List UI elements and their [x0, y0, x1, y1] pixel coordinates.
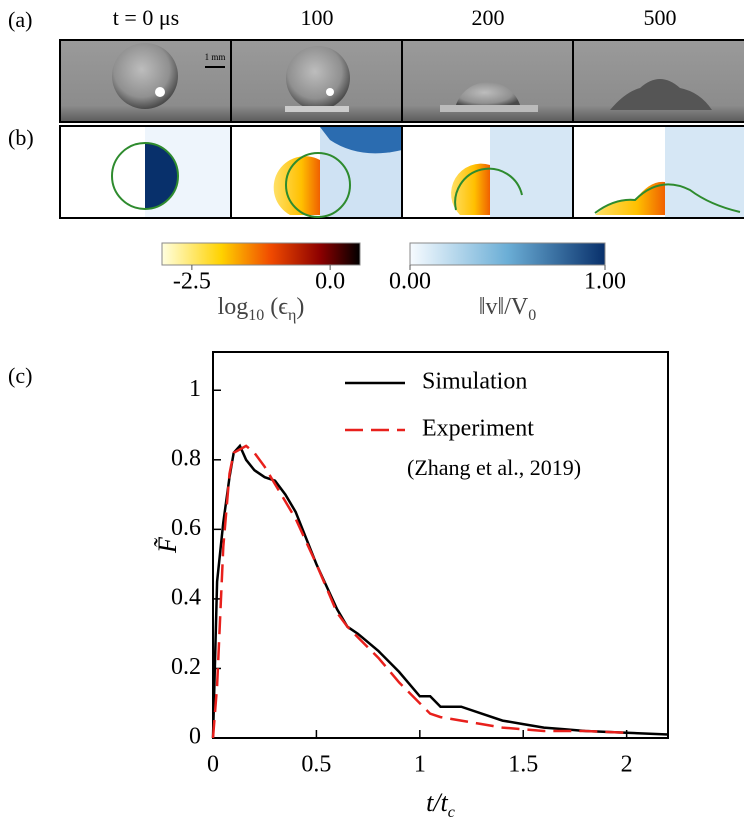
colorbar-tick-label: 1.00 [584, 269, 626, 295]
time-label: 500 [644, 5, 677, 30]
colorbar-label: ‖v‖/V0 [479, 294, 536, 325]
colorbar-label-part: (ϵ [264, 294, 288, 320]
y-axis-label: F̃ [153, 536, 182, 554]
colorbar [409, 242, 606, 266]
x-tick-label: 1.5 [508, 752, 538, 778]
legend-label: Simulation [422, 369, 527, 395]
colorbar-label-part: ‖v‖/V [479, 294, 529, 320]
y-tick-label: 0.2 [171, 654, 201, 680]
colorbar-tick-label: 0.0 [315, 269, 345, 295]
y-tick-label: 0 [189, 724, 201, 750]
colorbar [161, 242, 361, 266]
series-line [211, 444, 627, 739]
time-label: 200 [472, 5, 505, 30]
x-tick-label: 0 [207, 752, 219, 778]
legend-label: Experiment [422, 416, 534, 442]
x-tick-label: 1 [414, 752, 426, 778]
y-tick-label: 0.8 [171, 445, 201, 471]
x-axis-label-part: c [448, 804, 455, 821]
panel-label: (b) [8, 125, 34, 150]
x-axis-label-part: t/t [426, 788, 448, 817]
plot-frame [212, 351, 669, 739]
time-label: 100 [301, 5, 334, 30]
panel-label: (c) [8, 363, 32, 388]
simulation-strip [59, 125, 744, 219]
series-line [211, 443, 669, 739]
time-label: t = 0 μs [113, 5, 179, 30]
colorbar-tick-label: 0.00 [389, 269, 431, 295]
y-tick-label: 0.4 [171, 584, 201, 610]
x-tick-label: 0.5 [301, 752, 331, 778]
colorbar-label-part: 0 [528, 307, 536, 324]
y-tick-label: 1 [189, 376, 201, 402]
colorbar-label-part: η [288, 307, 296, 324]
panel-label: (a) [8, 7, 32, 32]
colorbar-tick-label: -2.5 [173, 269, 211, 295]
annotation: (Zhang et al., 2019) [407, 455, 581, 480]
x-tick-label: 2 [621, 752, 633, 778]
colorbar-label-part: ) [296, 294, 304, 320]
photo-strip [59, 39, 744, 123]
colorbar-label-part: log [218, 294, 249, 320]
x-axis-label: t/tc [426, 788, 455, 821]
scale-bar-label: 1 mm [205, 52, 226, 62]
colorbar-label: log10 (ϵη) [218, 294, 305, 325]
y-tick-label: 0.6 [171, 515, 201, 541]
colorbar-label-part: 10 [248, 307, 264, 324]
